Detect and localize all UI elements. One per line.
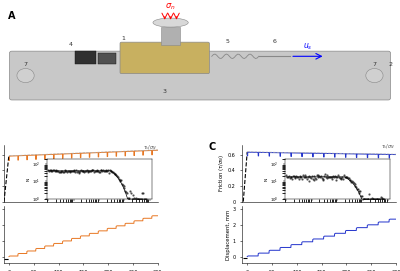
Text: 1: 1	[122, 36, 126, 41]
FancyBboxPatch shape	[10, 51, 390, 100]
Text: 2: 2	[388, 62, 392, 67]
Text: 3: 3	[163, 89, 167, 94]
Y-axis label: Displacement, mm: Displacement, mm	[226, 209, 231, 260]
Circle shape	[17, 69, 34, 83]
Text: 7: 7	[24, 62, 28, 67]
FancyBboxPatch shape	[120, 42, 210, 74]
Bar	[98, 53, 116, 64]
Text: 6: 6	[272, 39, 276, 44]
Text: $u_s$: $u_s$	[303, 42, 312, 53]
Text: A: A	[8, 11, 16, 21]
Text: 7: 7	[372, 62, 376, 67]
Circle shape	[366, 69, 383, 83]
Ellipse shape	[153, 18, 188, 27]
Text: 5: 5	[226, 39, 229, 44]
Text: $\tau_s/\sigma_N$: $\tau_s/\sigma_N$	[143, 143, 157, 152]
Text: 4: 4	[69, 42, 73, 47]
Bar	[161, 27, 180, 45]
Bar	[74, 51, 96, 64]
Text: C: C	[208, 142, 216, 152]
Text: $\tau_s/\sigma_N$: $\tau_s/\sigma_N$	[381, 142, 395, 151]
Y-axis label: Friction ($\tau/\sigma_N$): Friction ($\tau/\sigma_N$)	[217, 154, 226, 192]
Text: $\sigma_n$: $\sigma_n$	[165, 1, 176, 12]
